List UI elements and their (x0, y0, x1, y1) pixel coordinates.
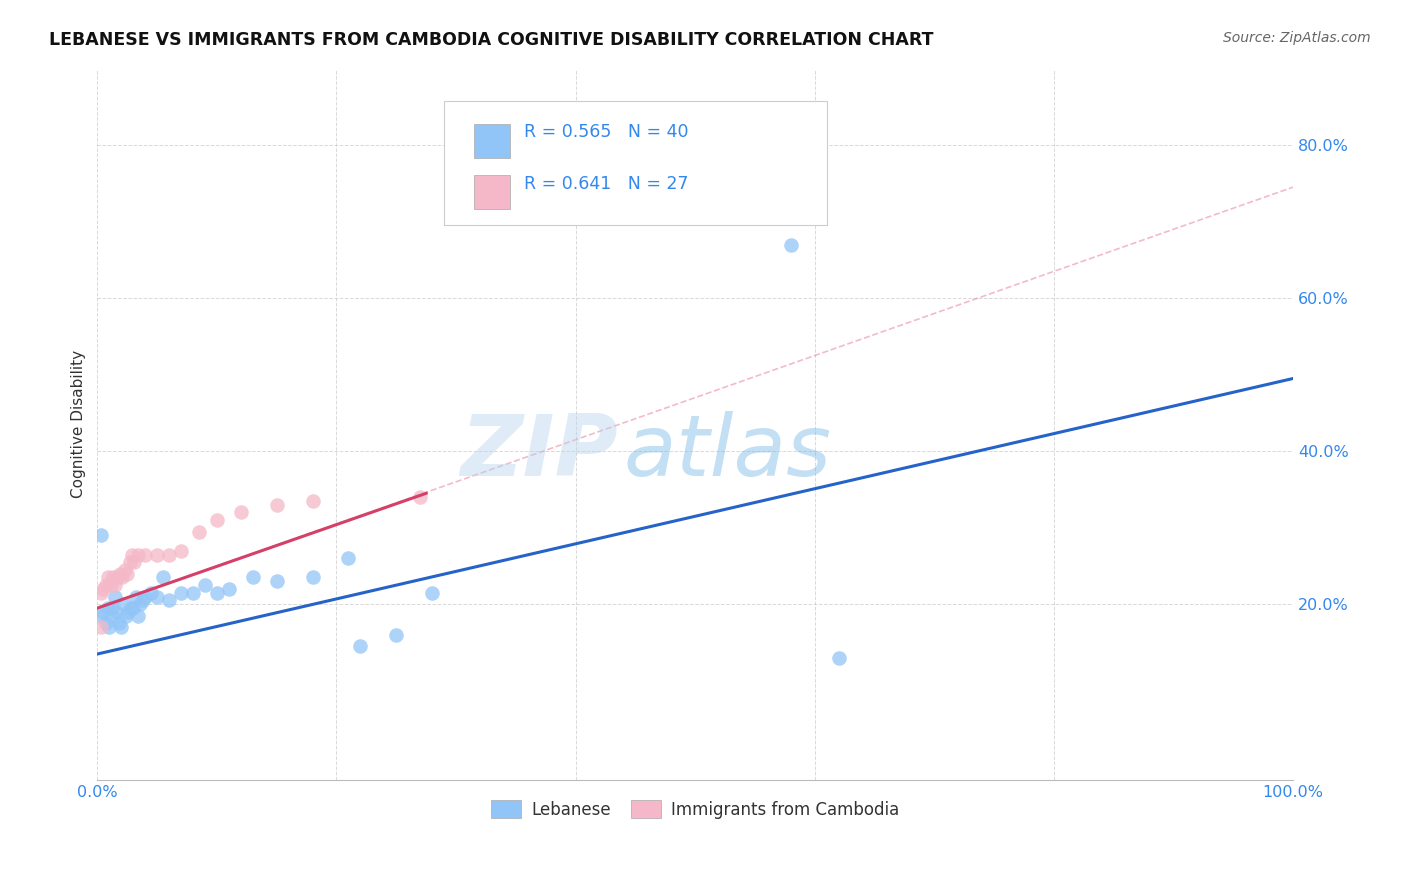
Point (94, 616, 117, 631)
Point (115, 608, 138, 623)
Point (301, 570, 323, 584)
FancyBboxPatch shape (474, 124, 510, 159)
Point (266, 498, 288, 512)
Point (111, 570, 134, 584)
Point (117, 566, 139, 581)
Point (409, 490, 432, 504)
Point (420, 586, 443, 600)
Point (124, 555, 146, 569)
Point (349, 640, 371, 654)
Point (129, 597, 152, 611)
Point (101, 570, 124, 584)
Point (828, 650, 851, 665)
Point (100, 578, 122, 592)
Point (97, 601, 120, 615)
Point (118, 555, 141, 569)
Text: ZIP: ZIP (460, 411, 617, 494)
Point (266, 574, 288, 589)
Legend: Lebanese, Immigrants from Cambodia: Lebanese, Immigrants from Cambodia (485, 793, 905, 825)
Text: R = 0.565   N = 40: R = 0.565 N = 40 (524, 123, 689, 142)
Point (108, 566, 131, 581)
FancyBboxPatch shape (474, 175, 510, 209)
Text: atlas: atlas (623, 411, 831, 494)
Point (121, 548, 143, 562)
Point (124, 590, 146, 604)
Point (205, 513, 228, 527)
Point (90, 586, 112, 600)
Point (157, 548, 180, 562)
Point (120, 601, 142, 615)
Point (107, 570, 129, 584)
Text: LEBANESE VS IMMIGRANTS FROM CAMBODIA COGNITIVE DISABILITY CORRELATION CHART: LEBANESE VS IMMIGRANTS FROM CAMBODIA COG… (49, 31, 934, 49)
Point (170, 586, 193, 600)
Point (141, 586, 163, 600)
Point (104, 590, 127, 604)
Point (91, 605, 114, 619)
Point (114, 563, 136, 577)
Point (110, 620, 132, 634)
Point (229, 505, 252, 519)
Point (127, 548, 149, 562)
Point (181, 586, 204, 600)
Point (242, 570, 264, 584)
Y-axis label: Cognitive Disability: Cognitive Disability (72, 351, 86, 499)
Point (105, 605, 128, 619)
Point (385, 628, 408, 642)
Point (146, 548, 169, 562)
Point (94, 578, 117, 592)
Point (117, 605, 139, 619)
Point (134, 548, 156, 562)
Point (98, 620, 121, 634)
Point (90, 528, 112, 542)
Point (188, 524, 211, 539)
Point (301, 494, 323, 508)
Point (157, 593, 180, 607)
Point (90, 608, 112, 623)
Point (146, 590, 169, 604)
Point (100, 601, 122, 615)
Point (170, 543, 193, 558)
FancyBboxPatch shape (444, 101, 827, 225)
Point (337, 551, 360, 566)
Point (205, 586, 228, 600)
Point (97, 570, 120, 584)
Point (104, 578, 127, 592)
Point (112, 597, 135, 611)
Point (194, 578, 217, 592)
Point (780, 237, 803, 252)
Point (152, 570, 174, 584)
Point (134, 590, 156, 604)
Point (101, 608, 124, 623)
Text: Source: ZipAtlas.com: Source: ZipAtlas.com (1223, 31, 1371, 45)
Point (132, 593, 155, 607)
Point (122, 601, 145, 615)
Point (218, 582, 240, 596)
Point (108, 616, 131, 631)
Text: R = 0.641   N = 27: R = 0.641 N = 27 (524, 175, 689, 193)
Point (90, 620, 112, 634)
Point (127, 608, 149, 623)
Point (91, 582, 114, 596)
